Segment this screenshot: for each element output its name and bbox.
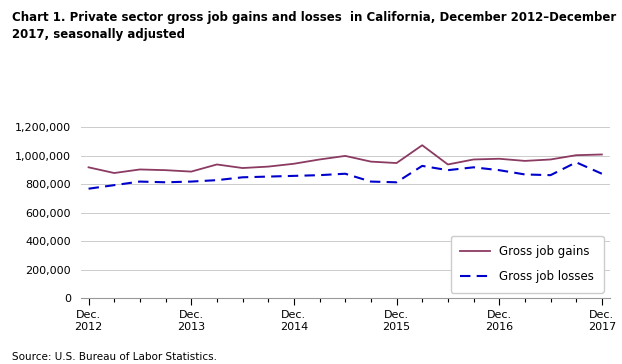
- Gross job gains: [470, 157, 477, 162]
- Gross job gains: [496, 157, 503, 161]
- Gross job gains: [162, 168, 169, 173]
- Gross job losses: [419, 164, 426, 168]
- Gross job gains: [85, 165, 92, 170]
- Text: Source: U.S. Bureau of Labor Statistics.: Source: U.S. Bureau of Labor Statistics.: [12, 352, 218, 362]
- Gross job losses: [187, 179, 195, 184]
- Gross job gains: [136, 167, 144, 172]
- Gross job gains: [598, 152, 606, 157]
- Gross job gains: [111, 171, 118, 175]
- Gross job losses: [136, 179, 144, 184]
- Gross job gains: [393, 161, 401, 165]
- Gross job losses: [264, 174, 272, 179]
- Gross job gains: [213, 162, 221, 167]
- Gross job losses: [470, 165, 477, 170]
- Text: Chart 1. Private sector gross job gains and losses  in California, December 2012: Chart 1. Private sector gross job gains …: [12, 11, 616, 41]
- Gross job gains: [187, 169, 195, 174]
- Gross job losses: [521, 172, 529, 177]
- Line: Gross job gains: Gross job gains: [88, 145, 602, 173]
- Gross job losses: [239, 175, 246, 179]
- Gross job gains: [290, 162, 297, 166]
- Gross job losses: [547, 173, 554, 177]
- Gross job losses: [162, 180, 169, 185]
- Gross job gains: [419, 143, 426, 147]
- Gross job gains: [444, 162, 452, 167]
- Line: Gross job losses: Gross job losses: [88, 162, 602, 189]
- Gross job gains: [572, 153, 580, 157]
- Gross job losses: [367, 179, 374, 184]
- Gross job gains: [264, 165, 272, 169]
- Gross job losses: [444, 168, 452, 173]
- Gross job losses: [213, 178, 221, 182]
- Gross job losses: [290, 174, 297, 178]
- Gross job gains: [341, 154, 349, 158]
- Gross job gains: [367, 159, 374, 164]
- Gross job gains: [547, 157, 554, 162]
- Gross job gains: [521, 159, 529, 163]
- Gross job losses: [598, 171, 606, 176]
- Gross job losses: [393, 180, 401, 185]
- Gross job losses: [111, 183, 118, 187]
- Gross job losses: [316, 173, 323, 177]
- Gross job losses: [341, 171, 349, 176]
- Gross job gains: [316, 157, 323, 162]
- Gross job gains: [239, 166, 246, 170]
- Gross job losses: [572, 160, 580, 165]
- Gross job losses: [85, 186, 92, 191]
- Legend: Gross job gains, Gross job losses: Gross job gains, Gross job losses: [451, 236, 604, 293]
- Gross job losses: [496, 168, 503, 173]
